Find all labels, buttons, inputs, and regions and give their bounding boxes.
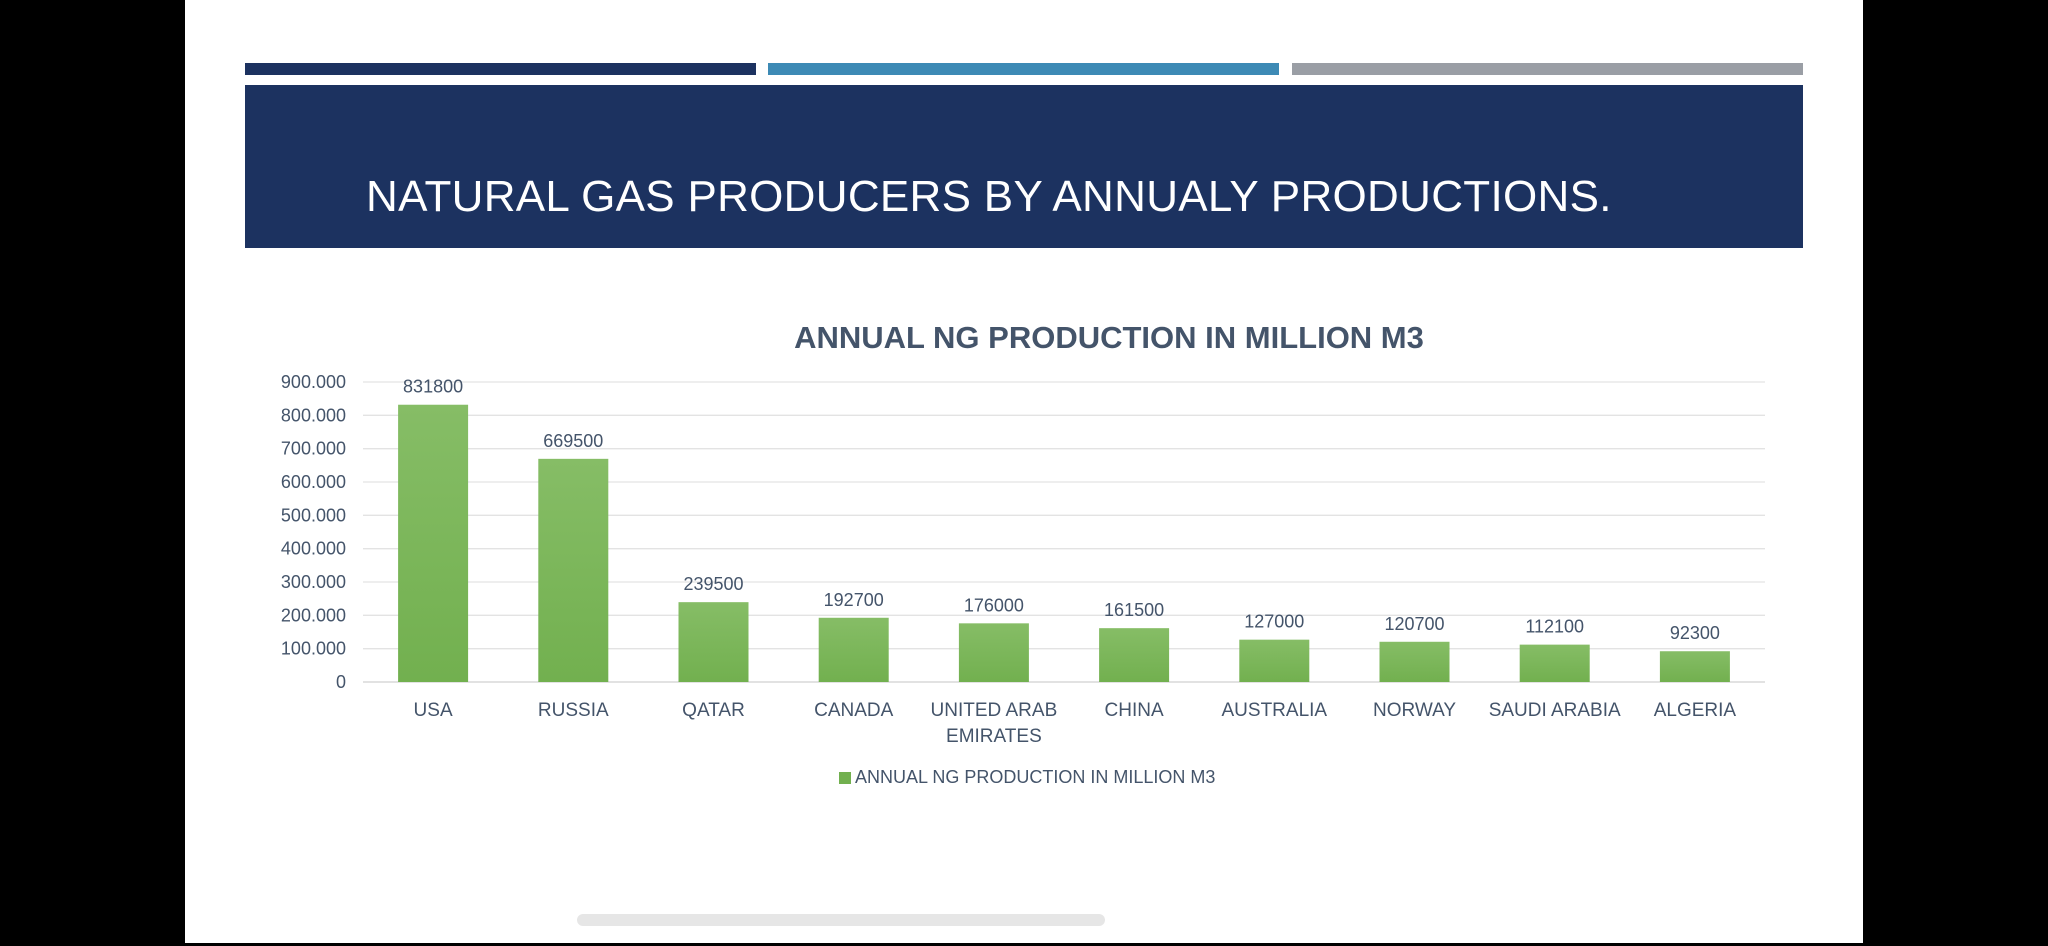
x-tick-label: RUSSIA [538,700,609,721]
y-tick-label: 900.000 [281,372,346,392]
x-tick-label: QATAR [682,700,745,721]
y-tick-label: 600.000 [281,472,346,492]
x-tick-label: NORWAY [1373,700,1456,721]
data-label: 127000 [1244,612,1304,632]
bar [678,602,749,682]
accent-bar-gray [1292,63,1803,75]
x-tick-label: CANADA [814,700,894,721]
x-tick-label: EMIRATES [946,726,1042,747]
legend-swatch [839,772,851,784]
y-tick-label: 0 [336,672,346,692]
bar-chart: ANNUAL NG PRODUCTION IN MILLION M3 0 100.0… [281,320,1765,787]
bar [1379,641,1450,682]
bar [538,458,609,682]
data-label: 112100 [1525,617,1584,637]
y-tick-label: 300.000 [281,572,346,592]
y-tick-label: 400.000 [281,539,346,559]
bar [398,404,469,682]
slide: NATURAL GAS PRODUCERS BY ANNUALY PRODUCT… [185,0,1863,943]
data-label: 192700 [824,590,884,610]
x-tick-label: SAUDI ARABIA [1489,700,1621,721]
y-tick-label: 100.000 [281,639,346,659]
data-label: 669500 [543,431,603,451]
horizontal-scrollbar[interactable] [577,914,1105,926]
bar [958,623,1029,682]
y-tick-label: 500.000 [281,505,346,525]
accent-bar-blue [768,63,1279,75]
y-tick-label: 700.000 [281,439,346,459]
bar [1099,628,1170,682]
data-label: 176000 [964,595,1024,615]
data-label: 239500 [683,574,743,594]
data-label: 161500 [1104,600,1164,620]
x-tick-label: AUSTRALIA [1222,700,1328,721]
bar [1659,651,1730,682]
bar [1239,639,1310,682]
data-label: 120700 [1384,614,1444,634]
accent-bar-dark [245,63,756,75]
legend-label: ANNUAL NG PRODUCTION IN MILLION M3 [855,767,1215,787]
x-tick-label: CHINA [1105,700,1164,721]
y-tick-label: 200.000 [281,605,346,625]
x-tick-label: UNITED ARAB [931,700,1058,721]
slide-title: NATURAL GAS PRODUCERS BY ANNUALY PRODUCT… [366,172,1612,221]
data-label: 831800 [403,377,463,397]
bar [818,617,889,682]
title-banner: NATURAL GAS PRODUCERS BY ANNUALY PRODUCT… [245,85,1803,248]
data-label: 92300 [1670,623,1720,643]
x-tick-label: ALGERIA [1654,700,1737,721]
bar [1519,644,1590,682]
y-tick-label: 800.000 [281,405,346,425]
x-tick-label: USA [414,700,453,721]
chart-title: ANNUAL NG PRODUCTION IN MILLION M3 [794,320,1424,355]
